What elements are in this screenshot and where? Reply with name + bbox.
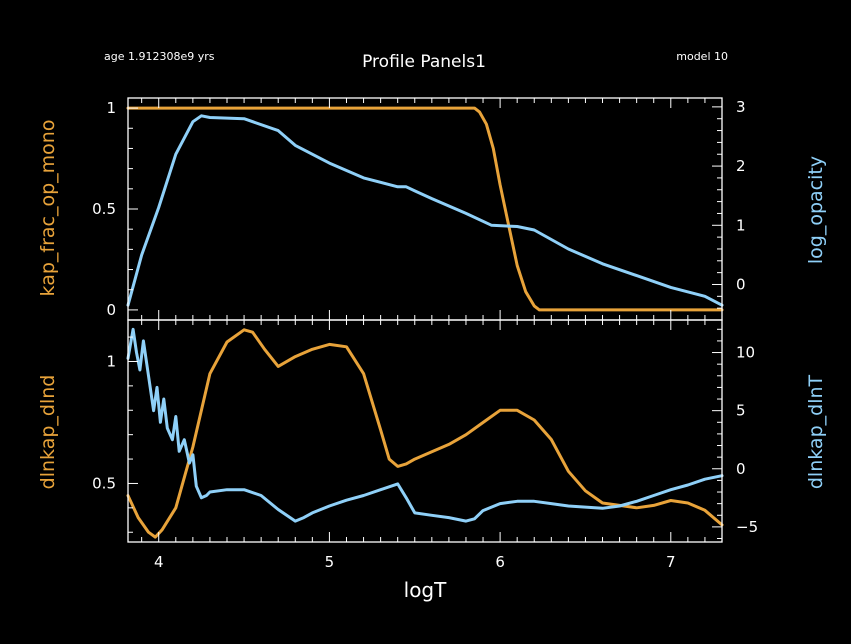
bottom-left-tick-label: 0.5	[92, 474, 116, 492]
model-label: model 10	[676, 50, 728, 63]
top-left-ylabel: kap_frac_op_mono	[37, 120, 59, 297]
x-tick-label: 7	[666, 553, 676, 571]
top-right-tick-label: 2	[736, 157, 746, 175]
x-tick-label: 4	[154, 553, 164, 571]
bottom-left-tick-label: 1	[106, 352, 116, 370]
top-right-tick-label: 3	[736, 98, 746, 116]
top-right-tick-label: 1	[736, 216, 746, 234]
bottom-right-ylabel: dlnkap_dlnT	[805, 374, 827, 489]
top-left-tick-label: 1	[106, 99, 116, 117]
bottom-right-tick-label: −5	[736, 518, 758, 536]
bottom-right-tick-label: 5	[736, 402, 746, 420]
bottom-dlnkap_dlnd-line	[126, 328, 724, 539]
top-right-ylabel: log_opacity	[805, 156, 827, 264]
top-left-tick-label: 0.5	[92, 200, 116, 218]
top-left-tick-label: 0	[106, 301, 116, 319]
bottom-left-ylabel: dlnkap_dlnd	[37, 375, 59, 490]
x-tick-label: 5	[325, 553, 335, 571]
top-right-tick-label: 0	[736, 275, 746, 293]
bottom-right-tick-label: 10	[736, 344, 755, 362]
top-log_opacity-line	[126, 114, 724, 307]
x-axis-label: logT	[404, 578, 447, 602]
top-kap_frac_op_mono-line	[126, 106, 724, 312]
age-label: age 1.912308e9 yrs	[104, 50, 215, 63]
x-tick-label: 6	[495, 553, 505, 571]
bottom-panel-frame	[127, 319, 723, 543]
bottom-dlnkap_dlnT-line	[126, 327, 724, 523]
chart-title: Profile Panels1	[362, 52, 486, 72]
bottom-right-tick-label: 0	[736, 460, 746, 478]
